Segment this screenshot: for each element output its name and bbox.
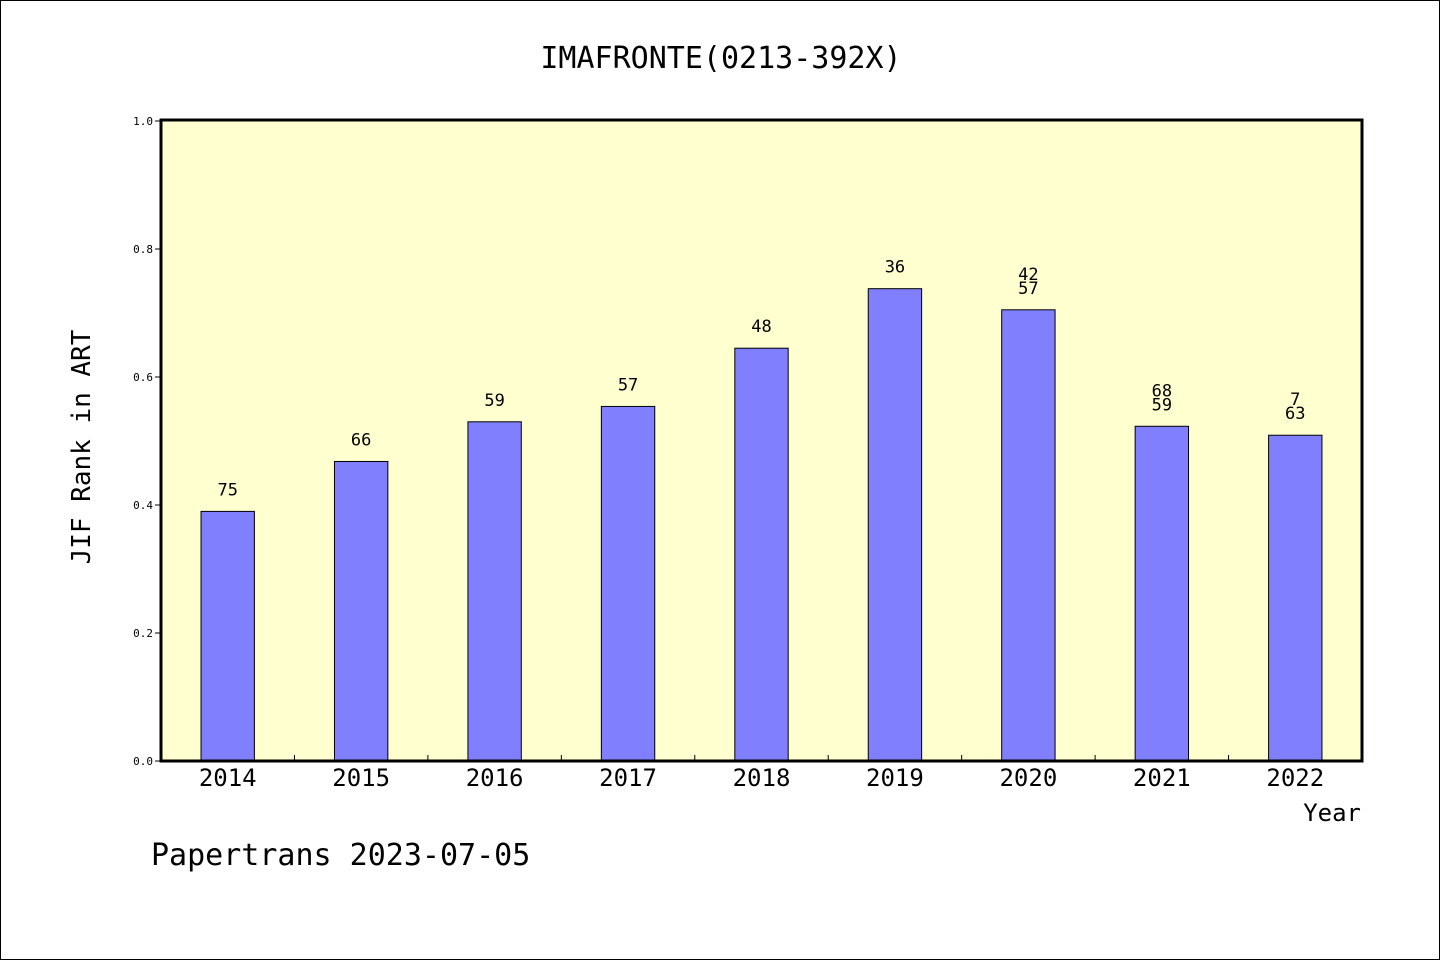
plot-frame [159, 118, 1364, 763]
x-tick-label: 2021 [1133, 764, 1191, 792]
data-label: 36 [885, 258, 905, 278]
y-tick-label: 0.8 [133, 243, 153, 256]
y-axis: 0.0 0.2 0.4 0.6 0.8 1.0 [133, 115, 161, 768]
x-tick-label: 2014 [199, 764, 257, 792]
x-tick-label: 2016 [466, 764, 524, 792]
bar-2017 [600, 405, 656, 762]
bar-2020 [1001, 309, 1056, 762]
bar-2016 [467, 421, 522, 762]
data-label: 66 [351, 430, 371, 450]
data-label: 63 [1285, 404, 1305, 424]
x-tick-label: 2015 [332, 764, 390, 792]
bar-2015 [333, 460, 389, 762]
data-label: 7 [1290, 390, 1300, 410]
x-tick-label: 2017 [599, 764, 657, 792]
bar-2014 [200, 510, 255, 762]
x-axis: 2014 2015 2016 2017 2018 2019 2020 2021 2022 [199, 755, 1324, 792]
x-tick-label: 2022 [1266, 764, 1324, 792]
data-label: 57 [618, 375, 638, 395]
bar-2022 [1268, 434, 1323, 762]
y-tick-label: 0.0 [133, 755, 153, 768]
bar-2019 [867, 288, 923, 762]
footer-watermark: Papertrans 2023-07-05 [151, 838, 530, 873]
y-axis-label: JIF Rank in ART [67, 329, 97, 564]
x-tick-label: 2020 [999, 764, 1057, 792]
y-tick-label: 0.4 [133, 499, 153, 512]
y-tick-label: 1.0 [133, 115, 153, 128]
bar-2021 [1134, 425, 1190, 762]
data-label: 59 [1152, 395, 1172, 415]
chart-title: IMAFRONTE(0213-392X) [540, 41, 901, 76]
data-label: 42 [1018, 265, 1038, 285]
y-tick-label: 0.6 [133, 371, 153, 384]
data-label: 75 [217, 480, 237, 500]
x-tick-label: 2019 [866, 764, 924, 792]
bar-series [200, 288, 1323, 762]
bar-2018 [734, 347, 789, 762]
x-tick-label: 2018 [733, 764, 791, 792]
data-label: 57 [1018, 279, 1038, 299]
y-tick-label: 0.2 [133, 627, 153, 640]
data-label: 68 [1152, 381, 1172, 401]
data-label: 48 [751, 317, 771, 337]
data-label: 59 [484, 391, 504, 411]
x-axis-label: Year [1303, 799, 1361, 827]
